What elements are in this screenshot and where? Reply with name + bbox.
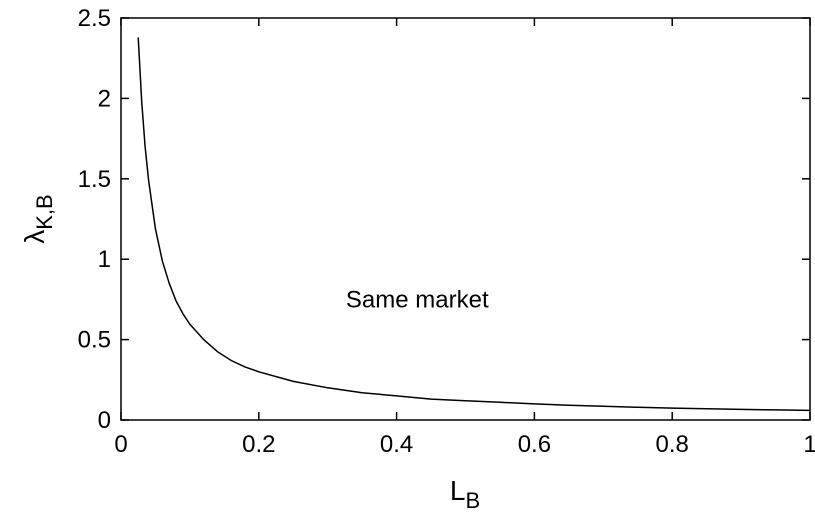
y-tick-label: 2	[98, 85, 111, 112]
x-tick-label: 0.8	[656, 431, 689, 458]
series-line	[137, 37, 811, 412]
x-tick-label: 1	[803, 431, 815, 458]
ticks	[120, 17, 811, 421]
annotation-label: Same market	[346, 286, 489, 313]
y-tick-label: 0	[98, 407, 111, 434]
x-axis-label-sub: B	[465, 488, 480, 512]
x-tick-label: 0.6	[518, 431, 551, 458]
y-tick-label: 1	[98, 246, 111, 273]
y-axis-label: λK,B	[19, 194, 57, 243]
y-tick-label: 0.5	[78, 327, 111, 354]
x-tick-label: 0.2	[242, 431, 275, 458]
plot-area	[120, 17, 811, 421]
y-axis-label-sub: K,B	[32, 194, 57, 229]
y-tick-label: 2.5	[78, 5, 111, 32]
y-axis-label-main: λ	[19, 230, 50, 244]
x-tick-label: 0.4	[380, 431, 413, 458]
tick-labels: 0 0.2 0.4 0.6 0.8 1 0 0.5 1 1.5 2 2.5	[78, 5, 815, 458]
y-tick-label: 1.5	[78, 166, 111, 193]
x-axis-label-main: L	[450, 475, 466, 506]
x-tick-label: 0	[114, 431, 127, 458]
x-axis-label: LB	[450, 475, 480, 512]
